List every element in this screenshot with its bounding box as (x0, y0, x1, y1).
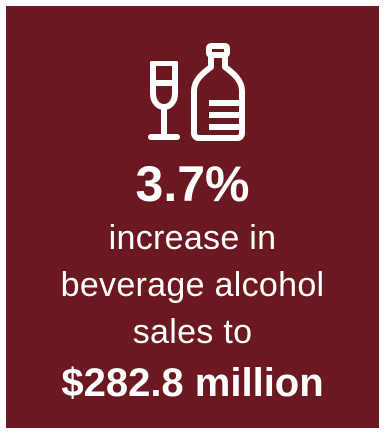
stat-description-line: beverage alcohol (60, 266, 325, 304)
stat-amount: $282.8 million (61, 361, 324, 405)
stat-card: 3.7% increase in beverage alcohol sales … (6, 6, 379, 428)
icon-row (6, 43, 379, 141)
stat-description: increase in beverage alcohol sales to (6, 215, 379, 356)
stat-description-line: increase in (108, 219, 277, 257)
liquor-bottle-icon (191, 43, 245, 141)
stat-description-line: sales to (132, 313, 253, 351)
stat-value: 3.7% (135, 156, 250, 212)
wine-glass-icon (148, 61, 180, 140)
